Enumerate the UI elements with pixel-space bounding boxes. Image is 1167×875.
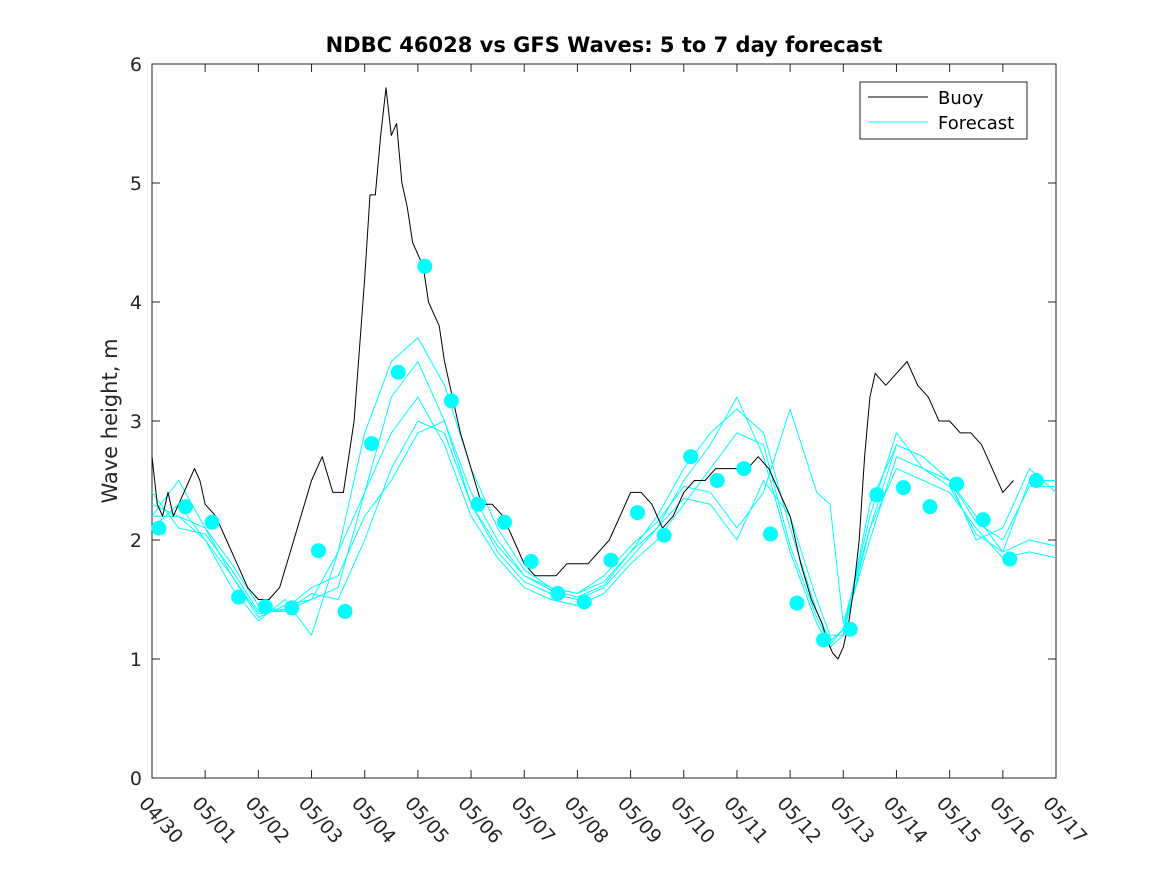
- forecast-marker: [284, 600, 300, 616]
- forecast-marker: [576, 594, 592, 610]
- forecast-marker: [550, 586, 566, 602]
- forecast-marker: [789, 595, 805, 611]
- forecast-marker: [656, 527, 672, 543]
- forecast-marker: [895, 480, 911, 496]
- forecast-marker: [709, 473, 725, 488]
- forecast-marker: [310, 543, 326, 559]
- forecast-marker: [443, 393, 459, 409]
- forecast-marker: [816, 632, 832, 648]
- forecast-marker: [922, 499, 938, 515]
- forecast-marker: [337, 603, 353, 619]
- forecast-marker: [231, 589, 247, 605]
- forecast-series-line: [151, 337, 1057, 642]
- forecast-marker: [630, 505, 646, 521]
- forecast-series-line: [151, 396, 1056, 646]
- forecast-marker: [470, 496, 486, 512]
- y-tick-label: 3: [130, 411, 142, 433]
- forecast-marker: [364, 436, 380, 452]
- y-tick-label: 1: [130, 649, 142, 671]
- forecast-marker: [178, 499, 194, 515]
- buoy-series-line: [151, 87, 1014, 660]
- y-tick-label: 5: [130, 173, 142, 195]
- forecast-marker: [603, 552, 619, 568]
- forecast-marker: [869, 487, 885, 503]
- legend-forecast-label: Forecast: [938, 113, 1014, 134]
- forecast-marker: [683, 449, 699, 465]
- forecast-marker: [949, 476, 965, 492]
- y-tick-label: 4: [130, 292, 142, 314]
- forecast-marker: [151, 520, 167, 536]
- legend: Buoy Forecast: [859, 81, 1028, 140]
- y-axis-label: Wave height, m: [98, 338, 122, 503]
- legend-box: [859, 81, 1028, 140]
- forecast-marker: [257, 599, 273, 615]
- forecast-marker: [762, 526, 778, 542]
- forecast-marker: [523, 553, 539, 569]
- y-tick-label: 6: [130, 54, 142, 76]
- legend-buoy-label: Buoy: [938, 88, 984, 109]
- y-tick-label: 2: [130, 530, 142, 552]
- forecast-marker: [1002, 551, 1018, 567]
- forecast-marker: [975, 512, 991, 528]
- forecast-marker: [204, 514, 220, 530]
- forecast-marker: [842, 621, 858, 637]
- forecast-marker: [417, 258, 433, 274]
- forecast-marker: [736, 461, 752, 477]
- forecast-marker: [390, 364, 406, 380]
- y-tick-label: 0: [130, 768, 142, 790]
- forecast-series-line: [152, 420, 1056, 636]
- forecast-marker: [1028, 473, 1044, 488]
- forecast-marker: [497, 514, 513, 530]
- chart-title: NDBC 46028 vs GFS Waves: 5 to 7 day fore…: [326, 33, 883, 57]
- forecast-series-line: [151, 361, 1057, 648]
